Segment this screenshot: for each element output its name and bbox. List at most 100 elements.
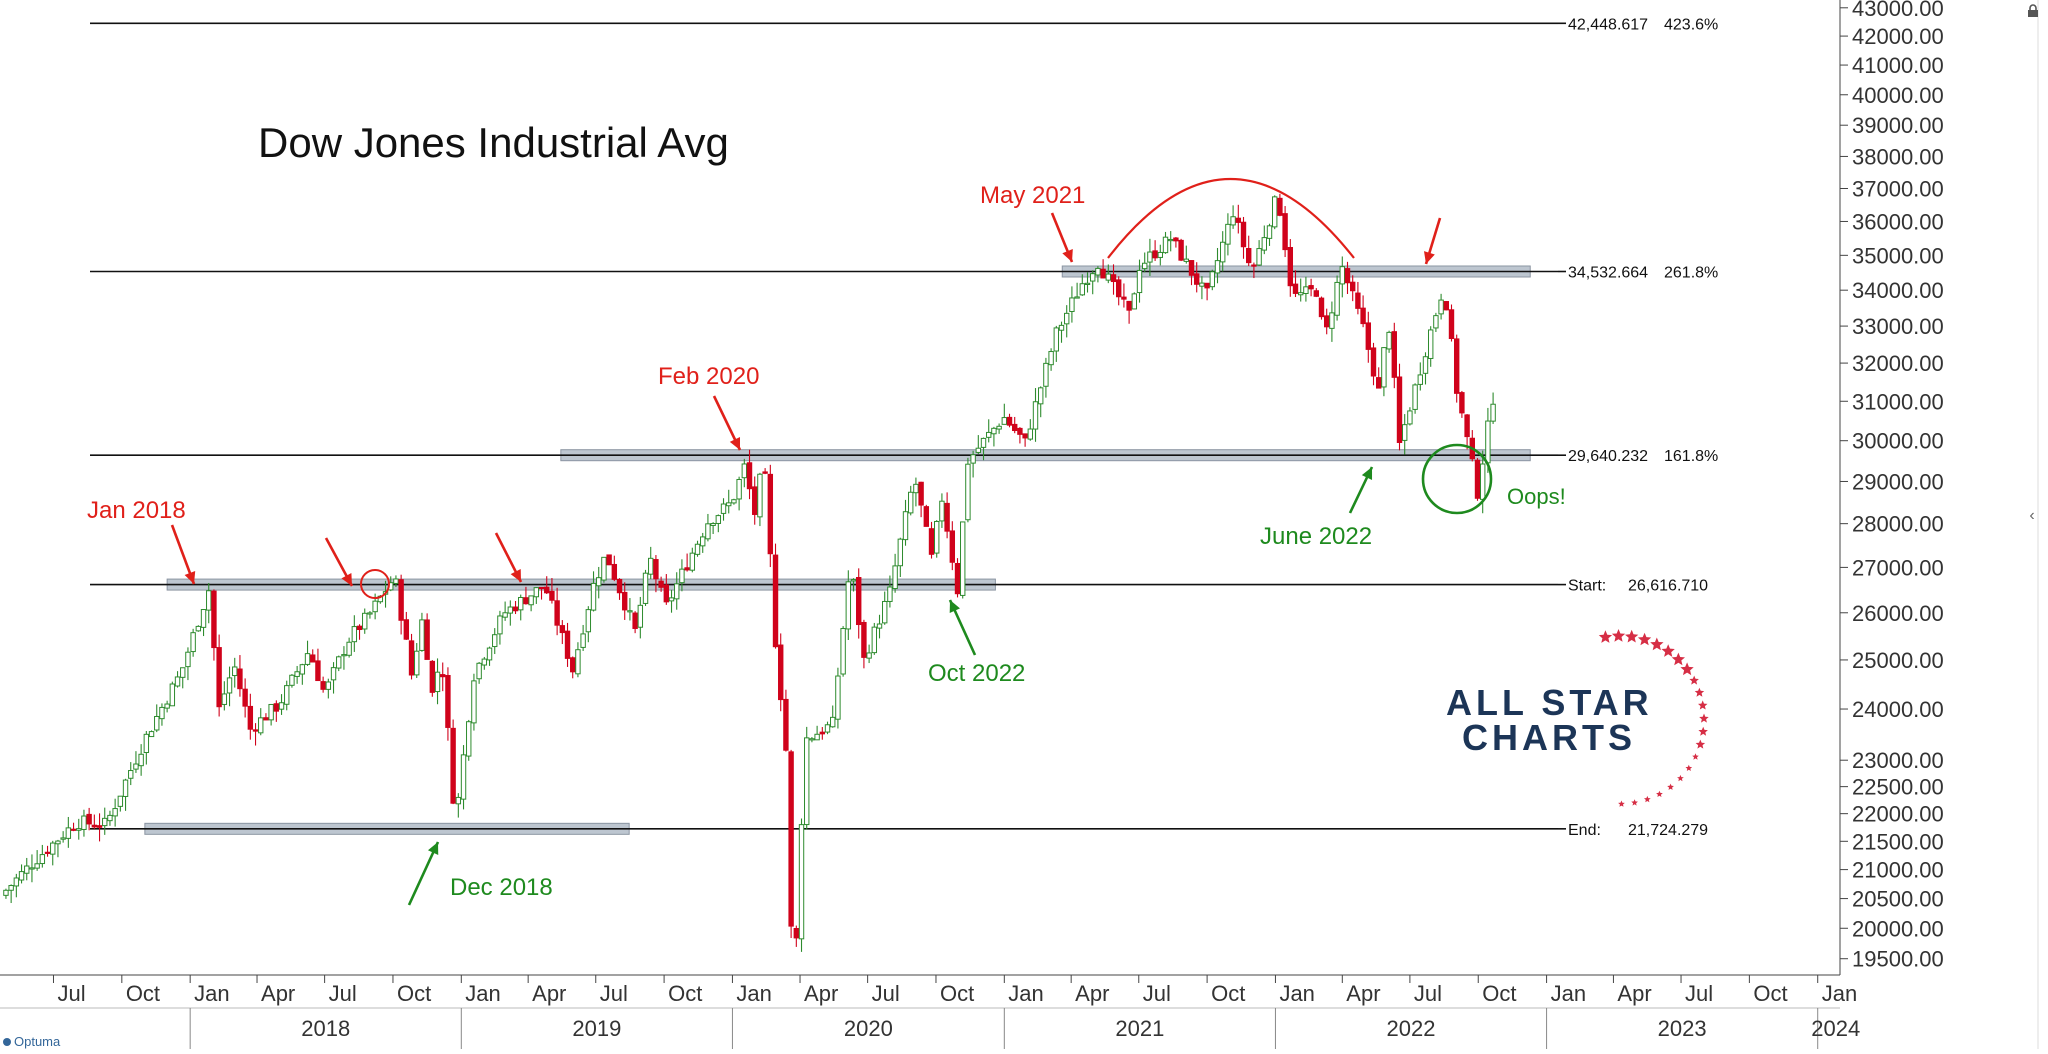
candle-body [1012, 423, 1018, 432]
logo-star-icon [1650, 637, 1664, 651]
x-year-label: 2018 [301, 1016, 350, 1041]
candle-body [128, 770, 134, 779]
candle-body [1058, 324, 1065, 331]
candle-body [580, 633, 586, 648]
lock-icon[interactable] [2026, 4, 2040, 23]
candle-body [164, 703, 170, 709]
candle-body [632, 612, 638, 629]
candle-body [34, 863, 40, 869]
candle-body [154, 715, 160, 731]
logo-text-line1: ALL STAR [1446, 682, 1653, 723]
x-year-label: 2021 [1115, 1016, 1164, 1041]
y-tick-label: 29000.00 [1852, 469, 1944, 494]
candle-body [1381, 347, 1387, 388]
annotation-oops: Oops! [1507, 484, 1566, 509]
candle-body [684, 567, 690, 571]
candle-body [1225, 223, 1231, 245]
candle-body [44, 851, 51, 854]
candle-body [3, 889, 9, 896]
y-tick-label: 32000.00 [1852, 351, 1944, 376]
level-value: 26,616.710 [1628, 578, 1708, 595]
annotation-oct-2022: Oct 2022 [928, 660, 1025, 687]
candle-body [1282, 213, 1288, 251]
candle-body [897, 538, 904, 567]
candle-body [351, 626, 358, 643]
candle-body [502, 612, 508, 618]
x-tick-label: Jul [1685, 981, 1713, 1006]
logo-star-icon [1618, 800, 1625, 807]
candle-body [814, 733, 820, 741]
logo-star-icon [1661, 644, 1675, 657]
y-tick-label: 22500.00 [1852, 775, 1944, 800]
candle-body [1038, 387, 1044, 405]
candle-body [122, 779, 129, 797]
candle-body [642, 572, 649, 604]
candle-body [1485, 420, 1491, 464]
arrow-june-2022-head [1361, 467, 1373, 480]
y-tick-label: 22000.00 [1852, 802, 1944, 827]
candle-body [1157, 251, 1164, 258]
candle-body [1204, 282, 1210, 289]
level-label: End: [1568, 822, 1601, 839]
y-tick-label: 24000.00 [1852, 697, 1944, 722]
x-tick-label: Apr [1617, 981, 1651, 1006]
candle-body [1188, 260, 1195, 276]
x-tick-label: Apr [804, 981, 838, 1006]
candle-body [190, 632, 196, 653]
candle-body [356, 625, 363, 631]
annotation-jan-2018: Jan 2018 [87, 497, 186, 524]
candle-body [315, 660, 321, 682]
candle-body [715, 515, 722, 524]
candle-body [81, 815, 87, 830]
candle-body [1006, 416, 1013, 426]
logo-star-icon [1692, 753, 1699, 760]
candle-body [1069, 297, 1075, 312]
candle-body [913, 483, 919, 494]
candle-body [991, 427, 997, 435]
y-tick-label: 33000.00 [1852, 314, 1944, 339]
candle-body [1412, 384, 1418, 410]
y-tick-label: 34000.00 [1852, 278, 1944, 303]
x-tick-label: Jul [872, 981, 900, 1006]
annotation-may-2021: May 2021 [980, 182, 1085, 209]
candle-body [1168, 238, 1174, 242]
candle-body [1100, 268, 1106, 279]
logo-star-icon [1598, 630, 1613, 643]
candle-body [440, 674, 446, 678]
candle-body [460, 754, 467, 800]
candle-body [1453, 338, 1460, 394]
candle-body [1240, 221, 1247, 248]
candle-body [1105, 273, 1112, 281]
candle-body [55, 840, 61, 845]
candle-body [923, 506, 930, 527]
candle-body [975, 447, 982, 453]
candle-body [1277, 197, 1283, 216]
candle-body [700, 536, 706, 547]
candle-body [835, 675, 841, 720]
candle-body [861, 621, 867, 658]
candle-body [1391, 331, 1397, 378]
x-year-label: 2023 [1658, 1016, 1707, 1041]
logo-star-icon [1699, 713, 1709, 723]
x-tick-label: Jan [1822, 981, 1857, 1006]
candle-body [185, 651, 191, 668]
candle-body [86, 813, 92, 825]
y-tick-label: 36000.00 [1852, 209, 1944, 234]
candle-body [772, 554, 779, 648]
candle-body [819, 731, 826, 735]
candle-body [455, 796, 462, 805]
candle-body [1287, 246, 1294, 287]
x-tick-label: Oct [1211, 981, 1245, 1006]
logo-star-icon [1689, 675, 1699, 685]
candle-body [741, 463, 748, 479]
candle-body [1147, 251, 1153, 263]
candle-body [1261, 237, 1268, 251]
candle-body [65, 827, 72, 839]
candle-body [637, 604, 644, 628]
candle-body [845, 581, 852, 630]
candle-body [731, 499, 737, 504]
candle-body [247, 705, 254, 730]
candle-body [1313, 290, 1320, 297]
candle-body [1126, 300, 1132, 311]
